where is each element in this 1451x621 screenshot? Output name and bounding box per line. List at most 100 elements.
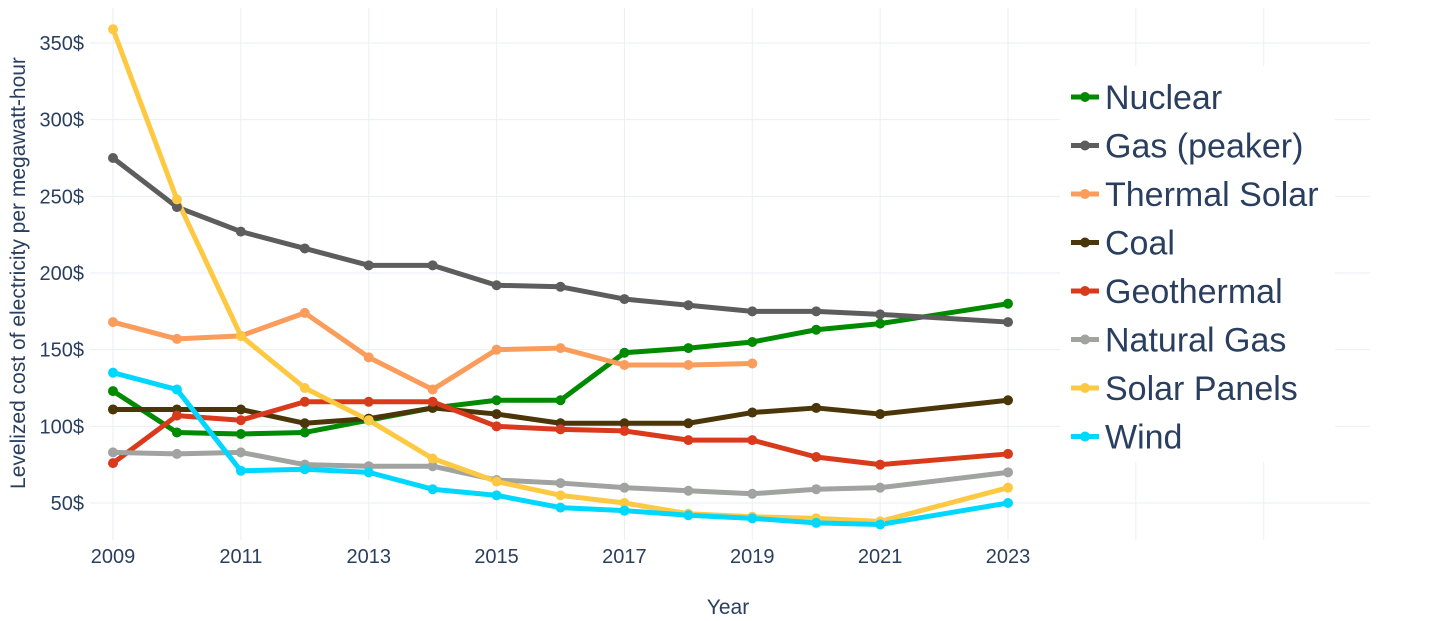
data-point-solar-panels — [171, 194, 182, 205]
legend-item-nuclear[interactable]: Nuclear — [1071, 79, 1222, 117]
legend-item-natural-gas[interactable]: Natural Gas — [1071, 322, 1286, 360]
legend-label: Gas (peaker) — [1105, 128, 1303, 166]
data-point-coal — [235, 404, 246, 415]
data-point-wind — [363, 467, 374, 478]
data-point-gas-peaker — [811, 306, 822, 317]
data-point-gas-peaker — [875, 309, 886, 320]
data-point-nuclear — [1003, 298, 1013, 309]
legend-item-gas-peaker[interactable]: Gas (peaker) — [1071, 128, 1303, 166]
data-point-geothermal — [811, 452, 822, 462]
data-point-wind — [491, 490, 502, 501]
series-line-geothermal — [110, 399, 1011, 468]
data-point-nuclear — [619, 347, 630, 358]
data-point-gas-peaker — [235, 226, 246, 237]
y-tick-label: 50$ — [51, 493, 84, 515]
x-tick-label: 2021 — [858, 546, 903, 568]
data-point-thermal-solar — [619, 360, 630, 370]
data-point-wind — [875, 519, 886, 530]
data-point-solar-panels — [363, 415, 374, 426]
data-point-gas-peaker — [491, 280, 502, 291]
data-point-nuclear — [811, 324, 822, 335]
data-point-wind — [683, 510, 694, 521]
y-tick-label: 200$ — [40, 263, 85, 285]
data-point-natural-gas — [1003, 467, 1013, 478]
legend-swatch-marker — [1080, 334, 1090, 345]
data-point-nuclear — [875, 318, 886, 329]
data-point-nuclear — [299, 427, 310, 438]
data-point-geothermal — [108, 458, 118, 469]
legend-swatch-marker — [1080, 189, 1090, 199]
data-point-geothermal — [171, 410, 182, 421]
data-point-thermal-solar — [555, 343, 566, 354]
data-point-geothermal — [619, 425, 630, 436]
data-point-coal — [811, 402, 822, 413]
x-tick-label: 2015 — [474, 546, 519, 568]
legend-background — [1060, 66, 1335, 462]
data-point-solar-panels — [108, 24, 118, 35]
data-point-solar-panels — [1003, 482, 1013, 493]
data-point-geothermal — [1003, 448, 1013, 459]
data-point-gas-peaker — [1003, 317, 1013, 328]
data-point-geothermal — [683, 435, 694, 446]
data-point-coal — [747, 407, 758, 418]
data-point-gas-peaker — [619, 294, 630, 305]
legend-item-wind[interactable]: Wind — [1071, 419, 1182, 457]
legend-label: Thermal Solar — [1105, 176, 1319, 214]
data-point-wind — [427, 484, 438, 495]
y-axis-ticks: 50$ 100$ 150$ 200$ 250$ 300$ 350$ — [40, 33, 85, 515]
data-point-geothermal — [299, 396, 310, 407]
series-line-wind — [110, 370, 1011, 527]
data-point-coal — [683, 418, 694, 429]
legend-swatch-marker — [1080, 92, 1090, 102]
data-point-coal — [299, 418, 310, 429]
data-point-wind — [171, 384, 182, 395]
data-point-natural-gas — [811, 484, 822, 495]
x-axis-title: Year — [707, 596, 749, 619]
data-point-geothermal — [555, 424, 566, 435]
data-point-geothermal — [875, 459, 886, 470]
data-point-wind — [555, 502, 566, 513]
legend-swatch-marker — [1080, 140, 1090, 151]
data-point-coal — [875, 409, 886, 420]
data-point-nuclear — [235, 429, 246, 439]
legend-label: Geothermal — [1105, 273, 1283, 311]
data-point-natural-gas — [171, 448, 182, 459]
data-point-solar-panels — [427, 453, 438, 464]
data-point-nuclear — [108, 386, 118, 397]
y-axis-title: Levelized cost of electricity per megawa… — [7, 57, 30, 489]
legend[interactable]: Nuclear Gas (peaker) Thermal Solar Coal Geot… — [1060, 66, 1335, 462]
data-point-nuclear — [171, 427, 182, 438]
data-point-nuclear — [491, 395, 502, 406]
legend-item-thermal-solar[interactable]: Thermal Solar — [1071, 176, 1319, 214]
series-line-natural-gas — [110, 449, 1011, 497]
data-point-natural-gas — [427, 461, 438, 472]
data-point-gas-peaker — [171, 202, 182, 213]
series-line-coal — [110, 397, 1011, 426]
data-point-gas-peaker — [299, 243, 310, 254]
legend-swatch-marker — [1080, 383, 1090, 393]
legend-item-solar-panels[interactable]: Solar Panels — [1071, 370, 1298, 408]
legend-item-coal[interactable]: Coal — [1071, 225, 1175, 263]
y-tick-label: 350$ — [40, 33, 85, 55]
data-point-thermal-solar — [747, 358, 758, 369]
data-point-wind — [108, 367, 118, 378]
data-point-gas-peaker — [363, 260, 374, 271]
data-point-coal — [491, 409, 502, 420]
legend-label: Natural Gas — [1105, 322, 1286, 360]
data-point-thermal-solar — [683, 360, 694, 370]
data-point-wind — [235, 465, 246, 476]
data-point-coal — [619, 418, 630, 429]
data-point-gas-peaker — [747, 306, 758, 317]
x-tick-label: 2011 — [219, 546, 262, 568]
data-point-nuclear — [555, 395, 566, 406]
legend-label: Nuclear — [1105, 79, 1222, 117]
data-point-wind — [299, 464, 310, 475]
data-point-solar-panels — [235, 330, 246, 341]
data-point-natural-gas — [619, 482, 630, 493]
series-lines — [110, 26, 1011, 527]
data-point-thermal-solar — [363, 352, 374, 363]
legend-item-geothermal[interactable]: Geothermal — [1071, 273, 1283, 311]
data-point-geothermal — [427, 396, 438, 407]
